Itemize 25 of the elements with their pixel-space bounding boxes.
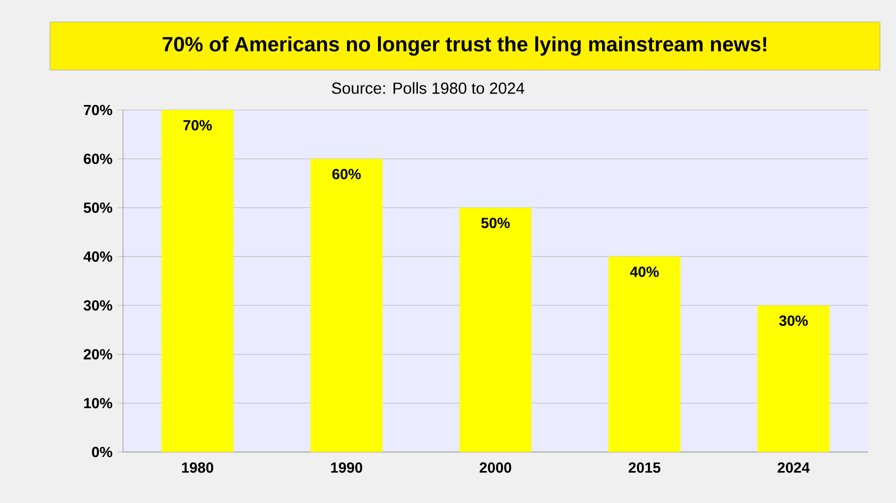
y-tick-label: 10%	[84, 398, 112, 408]
data-label: 60%	[332, 168, 361, 180]
y-tick-label: 50%	[84, 202, 112, 213]
x-tick-label: 2000	[480, 462, 512, 473]
data-label: 40%	[630, 266, 659, 277]
bar	[460, 208, 532, 452]
y-tick-label: 20%	[84, 349, 112, 360]
y-tick-label: 30%	[84, 300, 112, 311]
y-tick-label: 70%	[84, 104, 112, 116]
chart-title: 70% of Americans no longer trust the lying mainstream news!	[162, 36, 766, 56]
y-tick-label: 40%	[83, 251, 112, 262]
data-label: 50%	[481, 218, 510, 228]
x-tick-label: 2015	[628, 462, 660, 473]
bar	[162, 110, 234, 452]
y-tick-label: 0%	[92, 446, 112, 458]
bar	[310, 158, 383, 452]
data-label: 70%	[183, 120, 212, 130]
bar	[608, 256, 680, 452]
x-tick-label: 1980	[182, 462, 214, 473]
y-tick-label: 60%	[84, 154, 112, 164]
x-tick-label: 2024	[778, 462, 810, 473]
data-label: 30%	[779, 315, 808, 326]
bar	[758, 305, 830, 452]
chart-subtitle: Source: Polls 1980 to 2024	[332, 82, 524, 94]
x-tick-label: 1990	[331, 462, 362, 473]
